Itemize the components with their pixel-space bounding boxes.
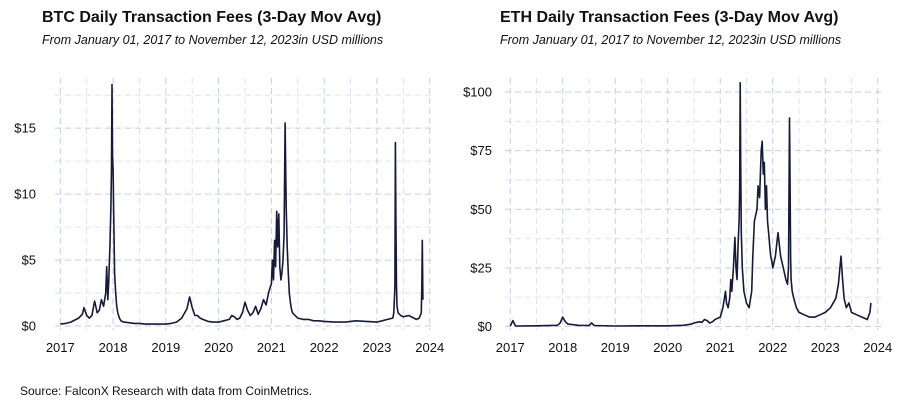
x-tick-label: 2018 bbox=[548, 340, 577, 355]
series-line bbox=[509, 81, 872, 327]
series-line bbox=[60, 83, 424, 325]
x-tick-label: 2019 bbox=[601, 340, 630, 355]
x-tick-label: 2023 bbox=[811, 340, 840, 355]
x-tick-label: 2024 bbox=[415, 340, 444, 355]
y-tick-label: $50 bbox=[470, 202, 492, 217]
y-tick-label: $100 bbox=[463, 85, 492, 100]
chart-subtitle: From January 01, 2017 to November 12, 20… bbox=[500, 33, 842, 47]
x-tick-label: 2022 bbox=[310, 340, 339, 355]
x-tick-label: 2017 bbox=[496, 340, 525, 355]
y-tick-label: $75 bbox=[470, 143, 492, 158]
btc-fees-chart: $0 $5 $10 $15 2017 2018 2019 2020 2021 2022 2023 20… bbox=[14, 78, 444, 355]
y-tick-label: $0 bbox=[22, 319, 36, 334]
y-tick-label: $15 bbox=[14, 121, 36, 136]
eth-fees-chart: $0 $25 $50 $75 $100 2017 2018 2019 2020 2021 2022 2… bbox=[463, 78, 892, 355]
chart-title: ETH Daily Transaction Fees (3-Day Mov Av… bbox=[500, 9, 839, 26]
x-tick-label: 2020 bbox=[204, 340, 233, 355]
btc-fees-panel: BTC Daily Transaction Fees (3-Day Mov Av… bbox=[0, 0, 450, 370]
source-note: Source: FalconX Research with data from … bbox=[20, 384, 313, 398]
y-tick-label: $10 bbox=[14, 187, 36, 202]
chart-title: BTC Daily Transaction Fees (3-Day Mov Av… bbox=[42, 9, 382, 26]
eth-fees-panel: ETH Daily Transaction Fees (3-Day Mov Av… bbox=[450, 0, 900, 370]
x-tick-label: 2022 bbox=[758, 340, 787, 355]
x-tick-label: 2024 bbox=[863, 340, 892, 355]
grid bbox=[55, 78, 435, 330]
x-tick-label: 2019 bbox=[151, 340, 180, 355]
x-tick-label: 2023 bbox=[362, 340, 391, 355]
y-tick-label: $5 bbox=[22, 253, 36, 268]
x-tick-label: 2021 bbox=[257, 340, 286, 355]
chart-subtitle: From January 01, 2017 to November 12, 20… bbox=[42, 33, 384, 47]
x-tick-label: 2020 bbox=[653, 340, 682, 355]
x-tick-label: 2017 bbox=[46, 340, 75, 355]
y-tick-label: $0 bbox=[478, 319, 492, 334]
grid bbox=[505, 78, 883, 330]
x-tick-label: 2021 bbox=[706, 340, 735, 355]
y-tick-label: $25 bbox=[470, 260, 492, 275]
x-tick-label: 2018 bbox=[99, 340, 128, 355]
